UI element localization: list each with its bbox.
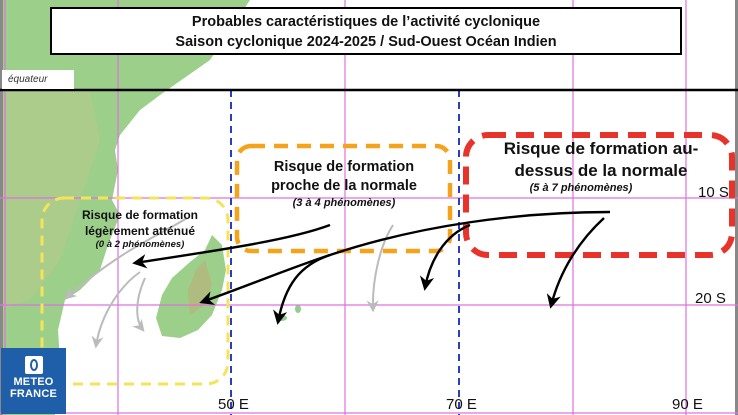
zone-yellow-title-2: légèrement atténué <box>84 224 196 238</box>
zone-orange-text: Risque de formation proche de la normale… <box>240 158 448 210</box>
zone-red-title-2: dessus de la normale <box>514 161 688 180</box>
zone-yellow-subtitle: (0 à 2 phénomènes) <box>95 239 185 250</box>
meteo-france-emblem-icon <box>24 356 43 374</box>
zone-orange-title-2: proche de la normale <box>271 178 417 194</box>
zone-red-title-1: Risque de formation au- <box>503 139 699 158</box>
zone-red-box <box>463 132 735 258</box>
secondary-tracks <box>64 217 394 349</box>
mauritius-island <box>295 305 301 313</box>
zone-orange-title-1: Risque de formation <box>273 159 415 175</box>
zone-red-subtitle: (5 à 7 phénomènes) <box>529 182 633 194</box>
meteo-france-logo: METEO FRANCE <box>1 348 66 414</box>
map-title-box: Probables caractéristiques de l’activité… <box>50 7 682 55</box>
equator-label: équateur <box>2 70 74 89</box>
lat-label-10s: 10 S <box>698 184 729 201</box>
madagascar-highlands <box>188 260 212 315</box>
lon-label-90e: 90 E <box>672 396 703 413</box>
zone-red-text: Risque de formation au- dessus de la nor… <box>472 138 730 194</box>
lon-label-50e: 50 E <box>218 396 249 413</box>
dashed-meridians <box>230 90 460 415</box>
logo-line-1: METEO <box>13 376 54 388</box>
zone-yellow-text: Risque de formation légèrement atténué (… <box>50 207 230 251</box>
logo-line-2: FRANCE <box>9 388 58 400</box>
zone-yellow-title-1: Risque de formation <box>81 208 198 222</box>
zone-yellow-box <box>40 196 230 386</box>
main-tracks <box>132 210 611 325</box>
zone-orange-subtitle: (3 à 4 phénomènes) <box>292 197 396 209</box>
africa-highlands <box>0 90 100 310</box>
title-line-2: Saison cyclonique 2024-2025 / Sud-Ouest … <box>175 34 557 50</box>
lon-label-70e: 70 E <box>446 396 477 413</box>
title-line-1: Probables caractéristiques de l’activité… <box>191 14 541 30</box>
lat-label-20s: 20 S <box>695 290 726 307</box>
